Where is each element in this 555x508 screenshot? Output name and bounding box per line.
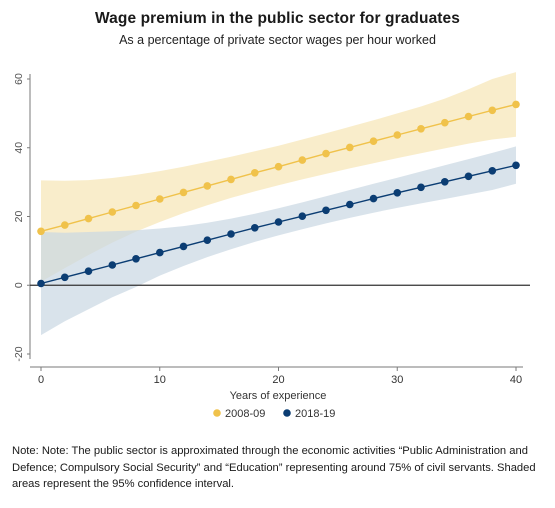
y-tick-label: 20 xyxy=(13,211,25,223)
data-point-2018-19 xyxy=(108,261,117,269)
confidence-band-2008-09 xyxy=(41,72,516,282)
x-tick-label: 40 xyxy=(510,374,522,386)
data-point-2008-09 xyxy=(488,106,497,115)
x-tick-label: 0 xyxy=(38,374,44,386)
data-point-2018-19 xyxy=(369,194,378,203)
chart-subtitle: As a percentage of private sector wages … xyxy=(119,33,436,47)
legend: 2008-09 2018-19 xyxy=(213,408,335,420)
x-tick-label: 30 xyxy=(391,374,403,386)
data-point-2018-19 xyxy=(393,189,402,197)
data-point-2018-19 xyxy=(441,178,449,186)
data-point-2018-19 xyxy=(274,218,283,226)
x-axis-ticks: 0 10 20 30 40 xyxy=(38,367,522,386)
data-point-2018-19 xyxy=(203,236,212,244)
data-point-2008-09 xyxy=(512,100,520,109)
data-point-2008-09 xyxy=(274,162,283,171)
data-point-2008-09 xyxy=(108,208,117,216)
y-tick-label: -20 xyxy=(13,346,25,361)
data-point-2018-19 xyxy=(61,273,69,282)
data-point-2018-19 xyxy=(84,267,93,276)
data-point-2008-09 xyxy=(298,156,307,164)
data-point-2008-09 xyxy=(393,131,402,139)
line-chart: 0 10 20 30 40 -20 0 20 40 60 Years of experience… xyxy=(13,72,530,420)
data-point-2008-09 xyxy=(156,195,164,203)
data-point-2008-09 xyxy=(37,227,45,236)
data-point-2018-19 xyxy=(132,254,140,263)
data-point-2008-09 xyxy=(132,201,140,210)
data-point-2018-19 xyxy=(322,206,330,215)
x-tick-label: 10 xyxy=(154,374,166,386)
data-point-2008-09 xyxy=(417,125,425,133)
chart-title: Wage premium in the public sector for gr… xyxy=(95,10,460,27)
data-point-2018-19 xyxy=(227,230,235,238)
data-point-2018-19 xyxy=(156,248,164,257)
data-point-2018-19 xyxy=(346,200,354,209)
chart-note: Note: Note: The public sector is approxi… xyxy=(12,445,536,490)
data-point-2008-09 xyxy=(61,221,69,229)
data-point-2018-19 xyxy=(251,224,259,232)
series-points xyxy=(37,100,520,288)
data-point-2018-19 xyxy=(464,172,473,181)
confidence-bands xyxy=(41,72,516,336)
data-point-2008-09 xyxy=(84,214,93,223)
legend-label-2008-09: 2008-09 xyxy=(225,408,265,420)
legend-marker-2018-19 xyxy=(283,409,291,417)
data-point-2008-09 xyxy=(441,118,449,127)
data-point-2018-19 xyxy=(417,183,425,192)
data-point-2008-09 xyxy=(179,188,188,197)
y-axis-ticks: -20 0 20 40 60 xyxy=(13,73,30,362)
y-tick-label: 40 xyxy=(13,142,25,154)
data-point-2008-09 xyxy=(227,175,235,184)
data-point-2008-09 xyxy=(251,169,259,177)
x-axis-label: Years of experience xyxy=(230,390,327,402)
data-point-2008-09 xyxy=(346,143,354,152)
legend-label-2018-19: 2018-19 xyxy=(295,408,335,420)
data-point-2008-09 xyxy=(369,137,378,145)
data-point-2018-19 xyxy=(179,242,188,251)
y-tick-label: 60 xyxy=(13,73,25,85)
data-point-2008-09 xyxy=(464,112,473,121)
data-point-2018-19 xyxy=(512,161,520,170)
data-point-2018-19 xyxy=(298,212,307,220)
data-point-2018-19 xyxy=(37,279,45,288)
data-point-2018-19 xyxy=(488,167,497,175)
data-point-2008-09 xyxy=(322,149,330,158)
y-tick-label: 0 xyxy=(13,282,25,288)
x-tick-label: 20 xyxy=(272,374,284,386)
legend-marker-2008-09 xyxy=(213,409,221,417)
data-point-2008-09 xyxy=(203,182,212,190)
